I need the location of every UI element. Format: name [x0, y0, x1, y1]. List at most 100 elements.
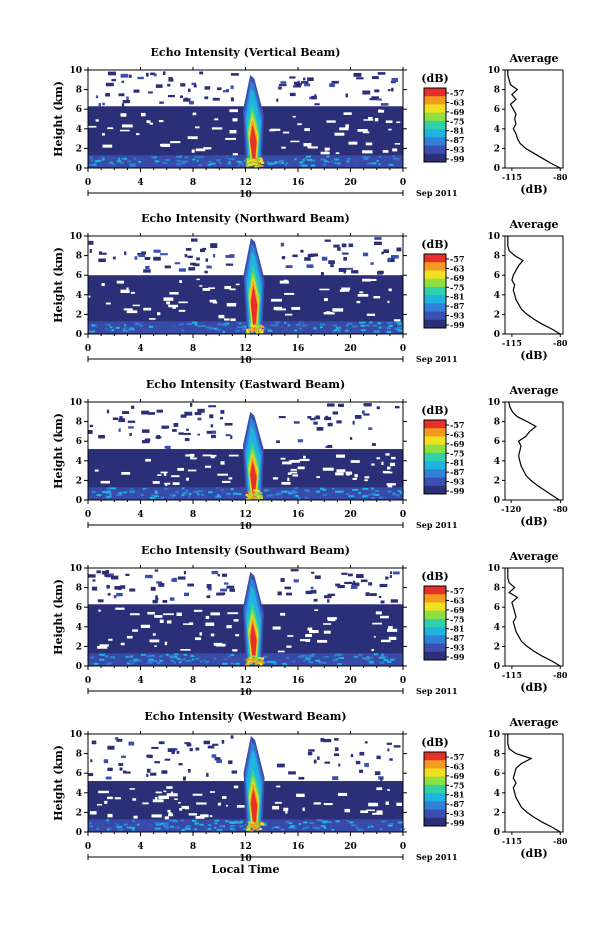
x-tick-label: 12	[239, 676, 252, 686]
echo-gap	[327, 617, 337, 620]
colorbar-tick-label: -81	[450, 458, 464, 468]
date-label: 10	[239, 688, 252, 698]
echo-patch	[390, 80, 396, 84]
echo-gap	[305, 634, 312, 638]
echo-patch	[141, 251, 146, 255]
echo-low-cell	[267, 162, 273, 165]
echo-gap	[161, 143, 171, 147]
echo-patch	[327, 599, 330, 603]
echo-low-cell	[273, 662, 278, 665]
echo-gap	[132, 798, 137, 801]
echo-low-cell	[235, 160, 238, 163]
echo-low-cell	[113, 157, 116, 160]
colorbar-tick-label: -99	[450, 320, 465, 330]
echo-gap	[172, 306, 176, 309]
echo-patch	[197, 417, 202, 421]
echo-patch	[333, 244, 340, 248]
echo-low-cell	[160, 496, 165, 499]
echo-patch	[168, 78, 174, 82]
echo-low-cell	[179, 324, 184, 327]
echo-low-cell	[300, 321, 304, 324]
average-y-tick-label: 10	[487, 398, 500, 408]
echo-patch	[169, 597, 175, 601]
echo-patch	[222, 90, 229, 93]
echo-low-cell	[284, 163, 288, 166]
echo-low-cell	[144, 330, 150, 333]
echo-patch	[153, 256, 161, 261]
echo-low-cell	[216, 487, 223, 490]
echo-patch	[156, 409, 163, 413]
echo-gap	[194, 637, 201, 641]
echo-gap	[345, 471, 353, 475]
echo-low-cell	[164, 825, 169, 828]
echo-storm-cell	[245, 162, 249, 165]
echo-low-cell	[372, 324, 378, 327]
colorbar-segment	[424, 801, 446, 810]
echo-patch	[307, 254, 315, 258]
echo-storm-cell	[256, 161, 260, 164]
echo-gap	[352, 478, 357, 480]
echo-low-cell	[369, 321, 373, 324]
echo-patch	[114, 737, 119, 740]
echo-low-cell	[123, 157, 127, 160]
colorbar-tick-label: -69	[450, 771, 465, 781]
echo-low-cell	[184, 826, 190, 829]
colorbar-frame	[423, 253, 447, 329]
echo-low-cell	[349, 821, 354, 824]
echo-gap	[190, 457, 197, 460]
echo-low-cell	[189, 492, 192, 495]
x-tick-label: 0	[85, 344, 91, 354]
echo-patch	[221, 573, 227, 577]
echo-low-cell	[304, 489, 310, 492]
echo-gap	[290, 471, 298, 474]
echo-low-cell	[235, 163, 240, 166]
echo-field	[88, 71, 403, 168]
echo-low-cell	[106, 158, 112, 161]
colorbar-tick-label: -63	[450, 429, 465, 439]
echo-low-cell	[99, 658, 105, 661]
echo-patch	[290, 569, 299, 572]
echo-storm-cell	[260, 659, 264, 662]
echo-patch	[230, 85, 234, 90]
echo-storm-cell	[252, 660, 256, 663]
echo-gap	[159, 619, 164, 624]
echo-storm-cell	[250, 160, 254, 163]
echo-patch	[184, 254, 188, 258]
x-tick-label: 16	[292, 178, 305, 188]
echo-gap	[386, 483, 396, 486]
echo-storm-cell	[252, 658, 256, 661]
echo-patch	[362, 90, 371, 95]
echo-storm-cell	[250, 163, 254, 166]
echo-low-cell	[164, 159, 170, 162]
echo-gap	[102, 133, 105, 136]
echo-low-cell	[399, 491, 404, 494]
echo-storm-cell	[255, 331, 259, 334]
average-y-tick-label: 8	[494, 252, 500, 262]
echo-storm-cell	[250, 821, 254, 824]
echo-gap	[233, 785, 239, 789]
echo-storm-cell	[260, 159, 264, 162]
echo-low-cell	[165, 653, 169, 656]
echo-low-cell	[223, 324, 228, 327]
echo-storm-cell	[259, 330, 263, 333]
echo-patch	[128, 74, 132, 78]
echo-gap	[126, 635, 133, 639]
echo-low-cell	[367, 826, 370, 829]
x-tick-label: 4	[137, 178, 143, 188]
echo-gap	[323, 298, 328, 302]
echo-low-cell	[320, 825, 326, 828]
echo-low-cell	[109, 495, 112, 498]
colorbar-segment	[424, 88, 446, 97]
echo-gap	[199, 285, 203, 287]
echo-storm-cell	[257, 661, 261, 664]
echo-low-cell	[90, 159, 94, 162]
echo-patch	[194, 411, 202, 416]
echo-gap	[280, 457, 286, 460]
echo-low-cell	[125, 655, 130, 658]
echo-patch	[172, 429, 177, 432]
colorbar-segment	[424, 254, 446, 263]
echo-patch	[204, 86, 211, 90]
echo-low-cell	[276, 490, 281, 493]
echo-storm-cell	[249, 328, 253, 331]
echo-gap	[376, 457, 381, 460]
